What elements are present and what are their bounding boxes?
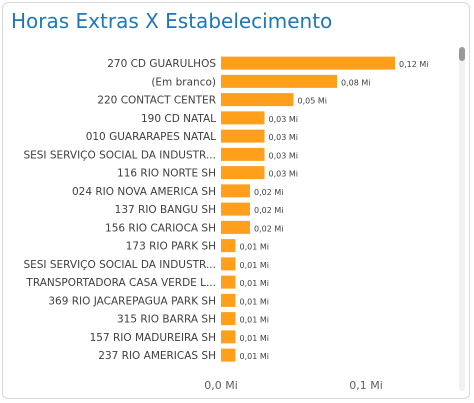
data-label: 0,08 Mi: [341, 78, 370, 87]
bar: [221, 275, 236, 289]
x-tick-label: 0,1 Mi: [349, 379, 383, 392]
bar: [221, 56, 395, 70]
category-label: 315 RIO BARRA SH: [117, 314, 216, 326]
data-label: 0,12 Mi: [399, 60, 428, 69]
x-tick-label: 0,0 Mi: [204, 379, 238, 392]
category-label: 157 RIO MADUREIRA SH: [90, 332, 216, 344]
bar: [221, 348, 236, 362]
bar: [221, 166, 265, 180]
bar: [221, 111, 265, 125]
bar: [221, 220, 250, 234]
data-label: 0,03 Mi: [269, 115, 298, 124]
data-label: 0,01 Mi: [240, 334, 269, 343]
category-label: 190 CD NATAL: [141, 113, 216, 125]
bar: [221, 184, 250, 198]
category-label: 220 CONTACT CENTER: [97, 95, 216, 107]
scrollbar[interactable]: [459, 47, 465, 391]
bar: [221, 312, 236, 326]
bar: [221, 74, 337, 88]
data-label: 0,01 Mi: [240, 352, 269, 361]
data-label: 0,01 Mi: [240, 243, 269, 252]
category-label: 369 RIO JACAREPAGUA PARK SH: [48, 295, 216, 307]
category-label: 024 RIO NOVA AMERICA SH: [72, 186, 216, 198]
category-label: SESI SERVIÇO SOCIAL DA INDUSTR...: [23, 149, 216, 161]
bar: [221, 147, 265, 161]
bar: [221, 257, 236, 271]
bar: [221, 293, 236, 307]
category-label: TRANSPORTADORA CASA VERDE L...: [25, 277, 216, 289]
category-label: 237 RIO AMERICAS SH: [98, 350, 216, 362]
chart-card: Horas Extras X Estabelecimento 270 CD GU…: [2, 2, 470, 399]
data-label: 0,03 Mi: [269, 151, 298, 160]
category-label: 137 RIO BANGU SH: [115, 204, 216, 216]
data-label: 0,01 Mi: [240, 316, 269, 325]
data-label: 0,03 Mi: [269, 133, 298, 142]
chart-title: Horas Extras X Estabelecimento: [11, 9, 333, 33]
bar: [221, 330, 236, 344]
data-label: 0,01 Mi: [240, 297, 269, 306]
category-label: SESI SERVIÇO SOCIAL DA INDUSTR...: [23, 259, 216, 271]
data-label: 0,05 Mi: [298, 97, 327, 106]
data-label: 0,01 Mi: [240, 279, 269, 288]
bar: [221, 239, 236, 253]
bar: [221, 93, 294, 107]
data-label: 0,02 Mi: [254, 224, 283, 233]
category-label: 156 RIO CARIOCA SH: [105, 222, 216, 234]
bar: [221, 202, 250, 216]
data-label: 0,01 Mi: [240, 261, 269, 270]
category-label: 116 RIO NORTE SH: [117, 168, 216, 180]
scroll-thumb[interactable]: [459, 47, 465, 61]
category-label: 173 RIO PARK SH: [126, 241, 216, 253]
bar-chart: 270 CD GUARULHOS 0,12 Mi (Em branco) 0,08 M…: [23, 56, 428, 392]
bar: [221, 129, 265, 143]
category-label: 270 CD GUARULHOS: [107, 58, 216, 70]
category-label: 010 GUARARAPES NATAL: [86, 131, 216, 143]
category-label: (Em branco): [151, 76, 216, 88]
data-label: 0,02 Mi: [254, 188, 283, 197]
data-label: 0,03 Mi: [269, 170, 298, 179]
data-label: 0,02 Mi: [254, 206, 283, 215]
